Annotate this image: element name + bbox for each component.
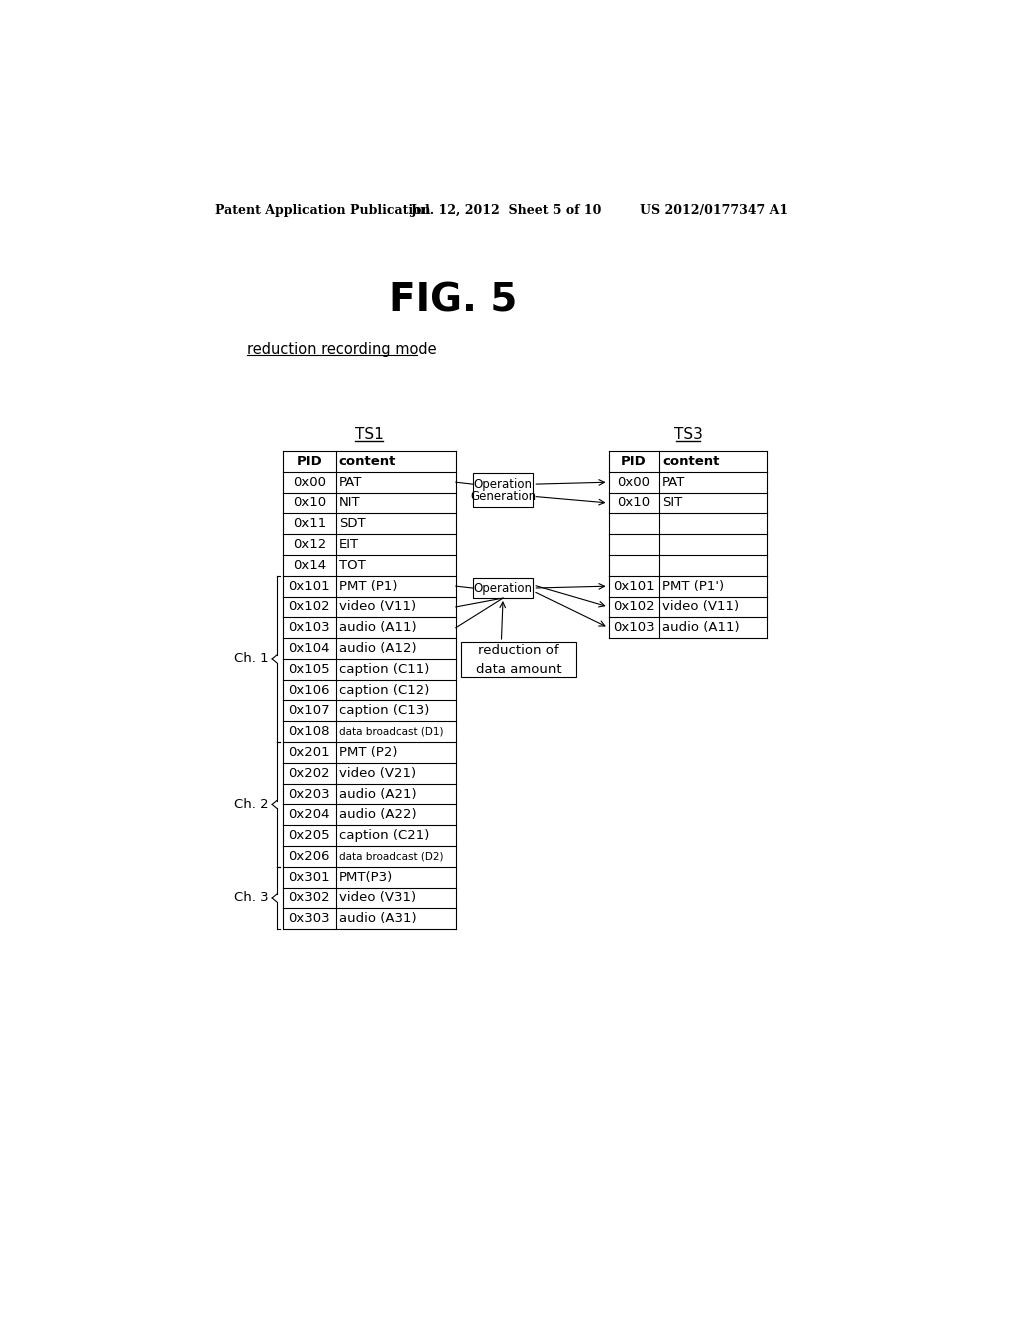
Text: audio (A11): audio (A11) — [339, 622, 417, 634]
Text: 0x105: 0x105 — [289, 663, 330, 676]
Text: reduction of
data amount: reduction of data amount — [476, 644, 561, 676]
Text: 0x107: 0x107 — [289, 705, 330, 717]
Text: caption (C12): caption (C12) — [339, 684, 429, 697]
Text: audio (A22): audio (A22) — [339, 808, 417, 821]
Text: 0x202: 0x202 — [289, 767, 330, 780]
Text: reduction recording mode: reduction recording mode — [247, 342, 436, 356]
Text: video (V11): video (V11) — [662, 601, 739, 614]
Text: 0x102: 0x102 — [613, 601, 654, 614]
Text: SDT: SDT — [339, 517, 366, 531]
Text: SIT: SIT — [662, 496, 682, 510]
Text: 0x103: 0x103 — [613, 622, 654, 634]
Text: US 2012/0177347 A1: US 2012/0177347 A1 — [640, 205, 787, 218]
Text: 0x12: 0x12 — [293, 539, 326, 550]
Text: 0x201: 0x201 — [289, 746, 330, 759]
Text: 0x101: 0x101 — [289, 579, 330, 593]
Text: 0x206: 0x206 — [289, 850, 330, 863]
Text: Operation: Operation — [473, 478, 532, 491]
Text: caption (C21): caption (C21) — [339, 829, 429, 842]
Text: 0x303: 0x303 — [289, 912, 330, 925]
Text: audio (A31): audio (A31) — [339, 912, 417, 925]
Text: 0x203: 0x203 — [289, 788, 330, 800]
Text: video (V21): video (V21) — [339, 767, 416, 780]
Text: 0x204: 0x204 — [289, 808, 330, 821]
Text: caption (C13): caption (C13) — [339, 705, 429, 717]
Text: TS3: TS3 — [674, 426, 702, 442]
Text: 0x11: 0x11 — [293, 517, 326, 531]
Text: content: content — [662, 455, 719, 467]
Text: PID: PID — [621, 455, 646, 467]
Text: 0x302: 0x302 — [289, 891, 330, 904]
Text: 0x101: 0x101 — [613, 579, 654, 593]
Text: TOT: TOT — [339, 558, 366, 572]
Text: video (V11): video (V11) — [339, 601, 416, 614]
Text: caption (C11): caption (C11) — [339, 663, 429, 676]
Text: PAT: PAT — [339, 475, 362, 488]
Text: audio (A11): audio (A11) — [662, 622, 739, 634]
Text: content: content — [339, 455, 396, 467]
Text: NIT: NIT — [339, 496, 360, 510]
Text: audio (A12): audio (A12) — [339, 642, 417, 655]
Text: 0x00: 0x00 — [617, 475, 650, 488]
Bar — [473, 474, 534, 507]
Text: 0x103: 0x103 — [289, 622, 330, 634]
Text: TS1: TS1 — [355, 426, 384, 442]
Text: Generation: Generation — [470, 490, 537, 503]
Text: video (V31): video (V31) — [339, 891, 416, 904]
Text: 0x106: 0x106 — [289, 684, 330, 697]
Text: 0x14: 0x14 — [293, 558, 326, 572]
Text: 0x301: 0x301 — [289, 871, 330, 883]
Text: 0x00: 0x00 — [293, 475, 326, 488]
Text: 0x102: 0x102 — [289, 601, 330, 614]
Bar — [461, 642, 575, 677]
Text: EIT: EIT — [339, 539, 359, 550]
Text: PMT(P3): PMT(P3) — [339, 871, 393, 883]
Text: audio (A21): audio (A21) — [339, 788, 417, 800]
Text: data broadcast (D2): data broadcast (D2) — [339, 851, 443, 862]
Text: Patent Application Publication: Patent Application Publication — [215, 205, 430, 218]
Text: 0x10: 0x10 — [617, 496, 650, 510]
Text: PID: PID — [297, 455, 323, 467]
Text: Jul. 12, 2012  Sheet 5 of 10: Jul. 12, 2012 Sheet 5 of 10 — [411, 205, 602, 218]
Text: 0x104: 0x104 — [289, 642, 330, 655]
Text: Ch. 2: Ch. 2 — [234, 797, 269, 810]
Bar — [473, 578, 534, 598]
Text: PMT (P1'): PMT (P1') — [662, 579, 724, 593]
Text: 0x10: 0x10 — [293, 496, 326, 510]
Text: Ch. 3: Ch. 3 — [234, 891, 269, 904]
Text: PMT (P1): PMT (P1) — [339, 579, 397, 593]
Text: data broadcast (D1): data broadcast (D1) — [339, 727, 443, 737]
Text: FIG. 5: FIG. 5 — [389, 282, 518, 319]
Text: PAT: PAT — [662, 475, 685, 488]
Text: 0x108: 0x108 — [289, 725, 330, 738]
Text: PMT (P2): PMT (P2) — [339, 746, 397, 759]
Text: Operation: Operation — [473, 582, 532, 594]
Text: Ch. 1: Ch. 1 — [234, 652, 269, 665]
Text: 0x205: 0x205 — [289, 829, 330, 842]
